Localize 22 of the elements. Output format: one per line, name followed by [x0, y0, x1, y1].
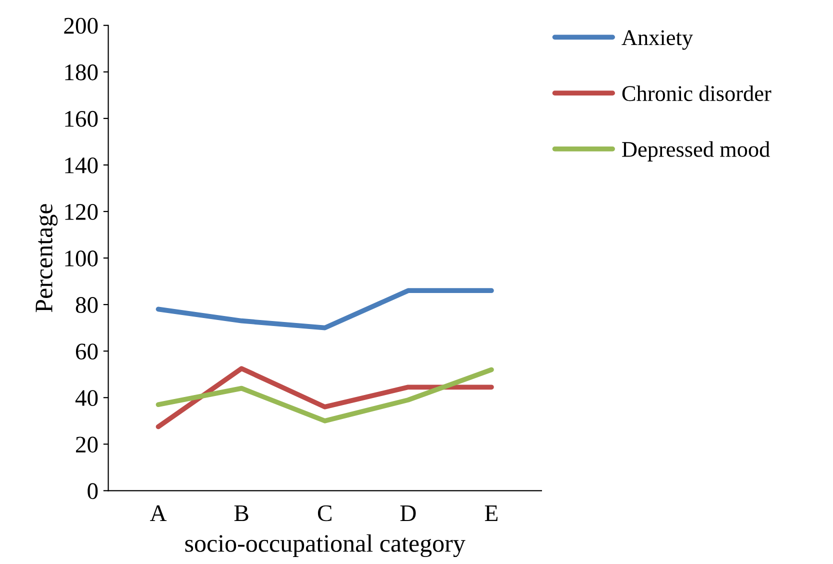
- legend-label: Anxiety: [622, 30, 693, 50]
- y-tick-label: 180: [65, 64, 98, 80]
- y-tick-label: 40: [75, 390, 98, 406]
- y-tick-label: 80: [76, 297, 98, 313]
- y-tick-label: 200: [64, 18, 98, 34]
- x-tick-label: E: [484, 505, 498, 521]
- x-axis-title: socio-occupational category: [185, 534, 466, 558]
- x-tick-label: C: [318, 505, 332, 522]
- x-tick-label: B: [234, 505, 248, 522]
- y-tick-label: 20: [76, 436, 98, 453]
- y-tick-label: 140: [65, 157, 98, 174]
- x-tick-label: D: [400, 505, 416, 521]
- y-tick-label: 0: [88, 483, 98, 500]
- legend-label: Chronic disorder: [622, 85, 772, 102]
- y-axis-title: Percentage: [36, 204, 58, 312]
- legend-label: Depressed mood: [622, 141, 770, 162]
- y-tick-label: 120: [65, 204, 98, 220]
- y-tick-label: 60: [76, 344, 98, 360]
- y-tick-label: 160: [65, 110, 98, 127]
- line-series: [156, 288, 494, 330]
- x-tick-label: A: [150, 505, 167, 521]
- y-tick-label: 100: [65, 250, 98, 266]
